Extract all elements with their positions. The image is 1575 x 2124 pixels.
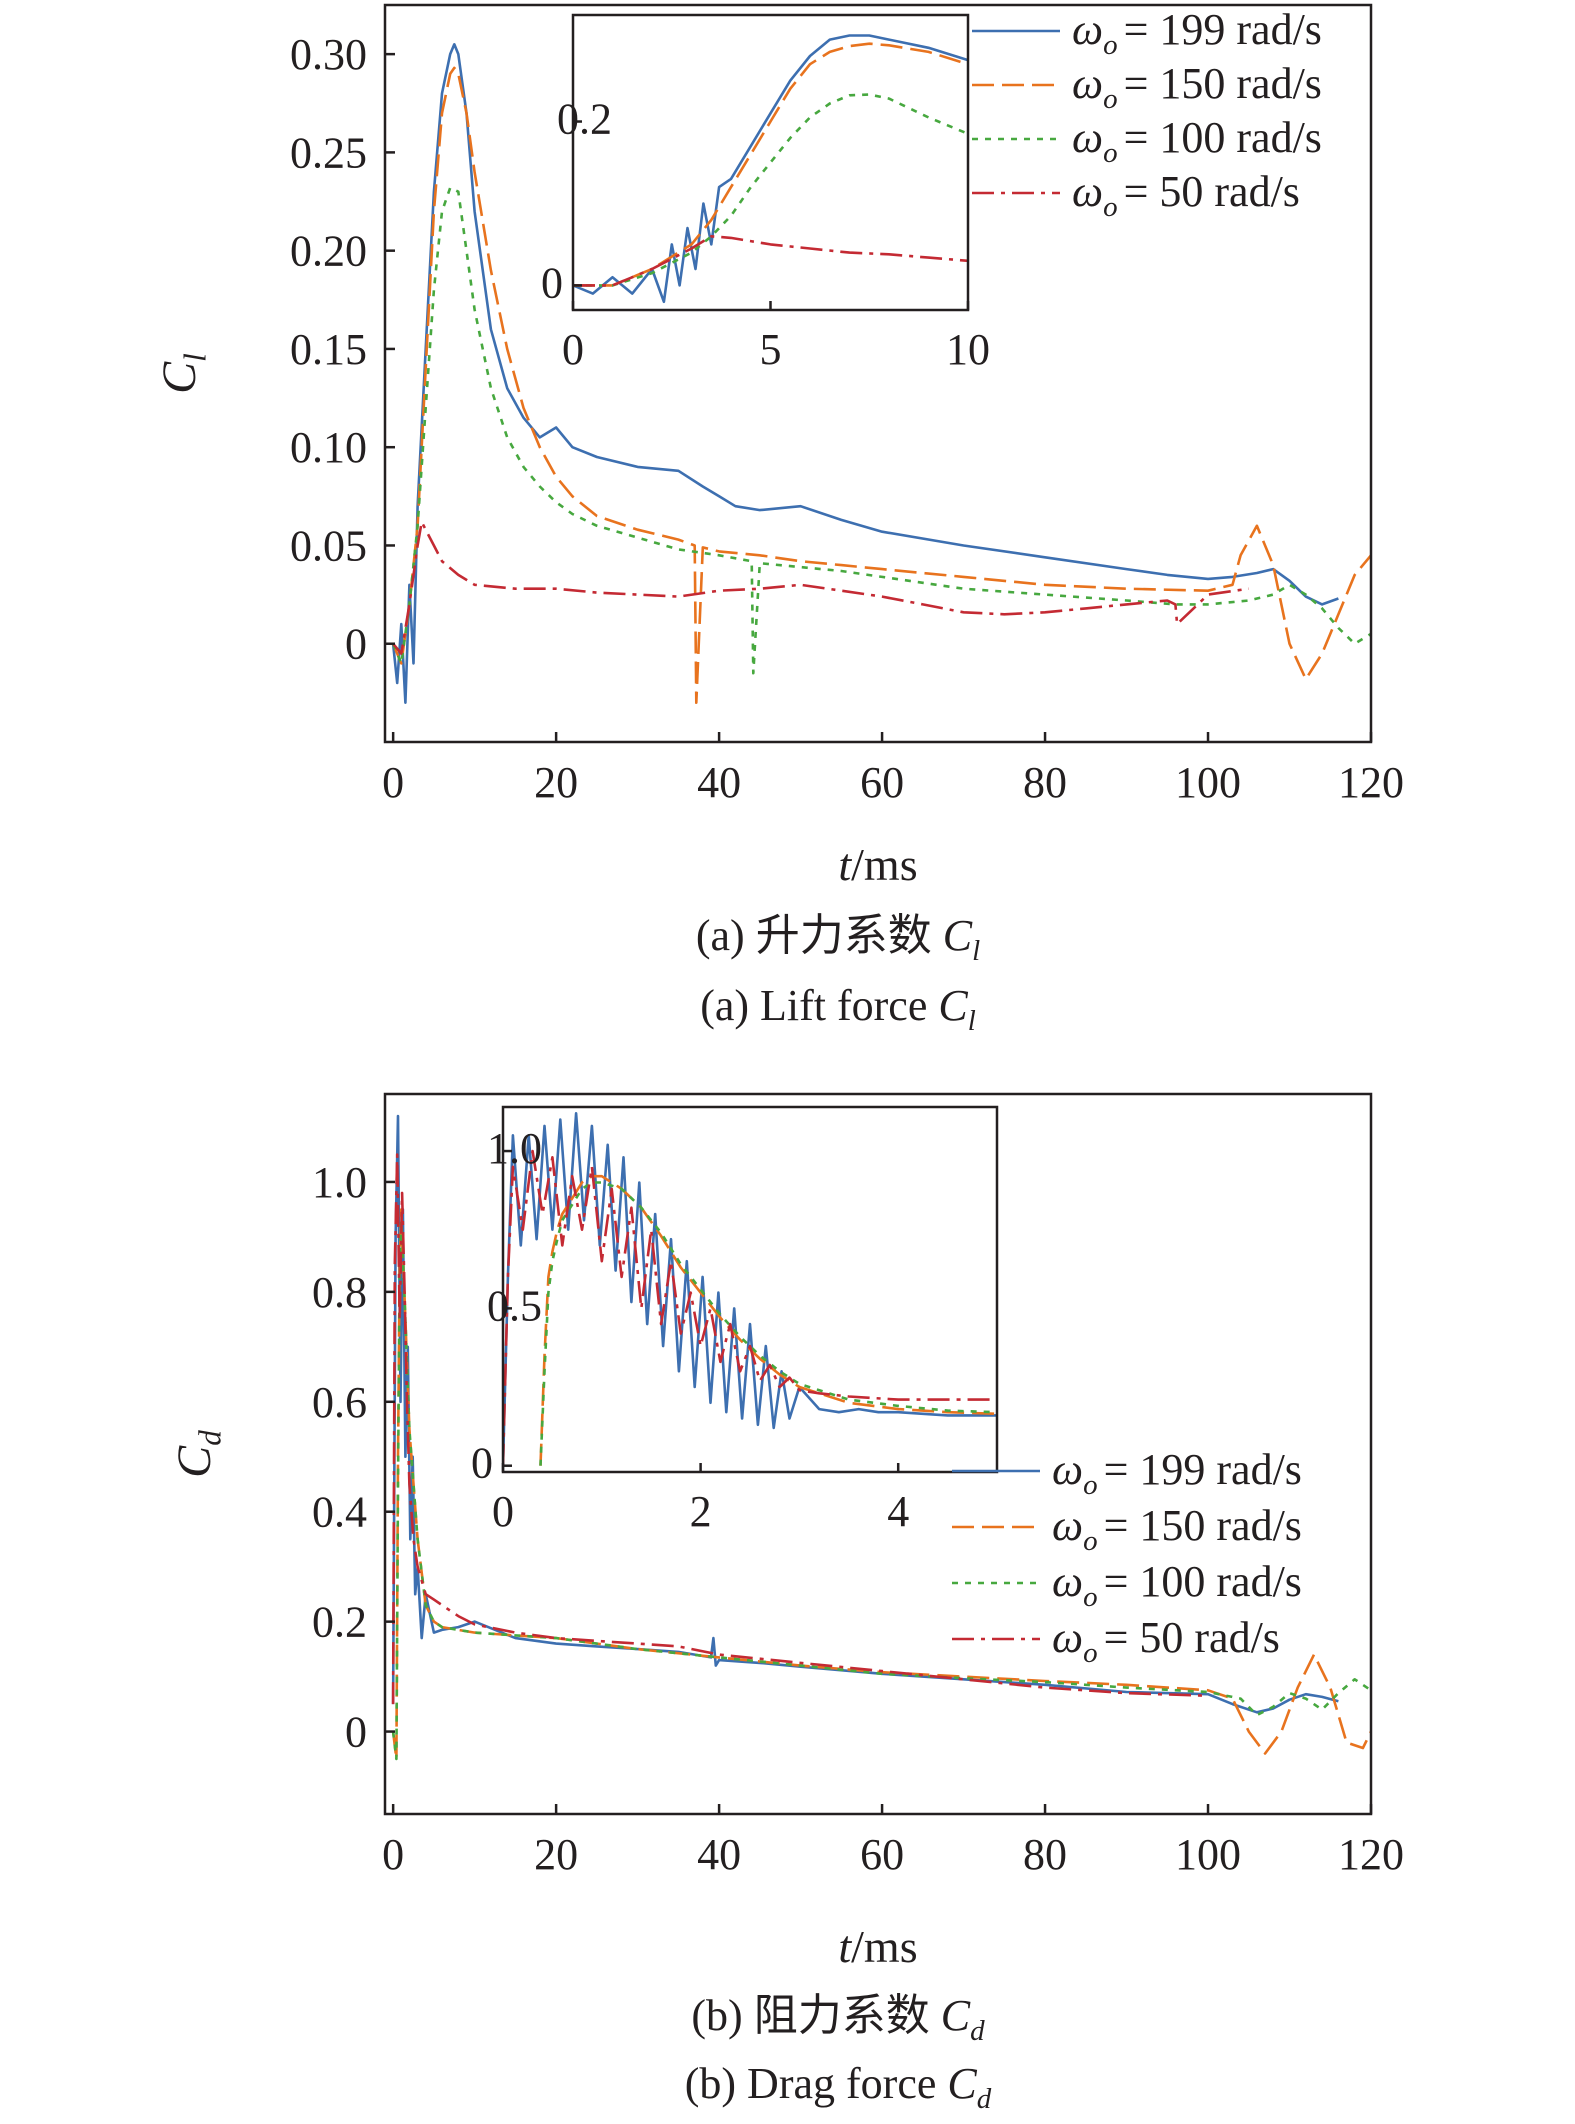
lift-y-tick-label: 0.15 — [290, 325, 367, 374]
drag-inset-x-tick-label: 4 — [887, 1487, 909, 1536]
drag-legend-label-omega_150: ωo = 150 rad/s — [1052, 1501, 1302, 1557]
lift-x-tick-label: 0 — [382, 758, 404, 807]
drag-inset-series-line-omega_199 — [503, 1112, 997, 1466]
drag-inset-y-tick-label: 0 — [471, 1439, 493, 1488]
drag-x-tick-label: 80 — [1023, 1830, 1067, 1879]
drag-inset-x-tick-label: 0 — [492, 1487, 514, 1536]
drag-y-tick-label: 0.2 — [312, 1598, 367, 1647]
lift-caption-en: (a) Lift force Cl — [700, 981, 976, 1037]
drag-y-tick-label: 0.6 — [312, 1378, 367, 1427]
lift-inset-y-tick-label: 0.2 — [557, 95, 612, 144]
lift-inset-series-line-omega_50 — [573, 235, 968, 287]
lift-x-tick-label: 60 — [860, 758, 904, 807]
drag-inset: 0 2 4 0 0.5 1.0 — [471, 1105, 999, 1536]
lift-x-tick-label: 120 — [1338, 758, 1404, 807]
lift-y-tick-label: 0.30 — [290, 30, 367, 79]
drag-x-tick-label: 120 — [1338, 1830, 1404, 1879]
lift-legend-label-omega_50: ωo = 50 rad/s — [1072, 167, 1300, 223]
lift-chart: 0 20 40 60 80 100 12000.050.100.150.200.250.30… — [153, 3, 1404, 1037]
lift-inset: 0 5 10 0 0.2 — [541, 13, 990, 374]
lift-legend: ωo = 199 rad/sωo = 150 rad/sωo = 100 rad/sω… — [972, 5, 1322, 223]
lift-inset-series-line-omega_150 — [573, 42, 968, 287]
drag-y-axis-label: Cd — [168, 1430, 228, 1478]
lift-inset-x-tick-label: 5 — [760, 325, 782, 374]
lift-x-tick-label: 80 — [1023, 758, 1067, 807]
lift-inset-background — [573, 15, 968, 310]
drag-y-tick-label: 0.8 — [312, 1268, 367, 1317]
drag-x-tick-label: 20 — [534, 1830, 578, 1879]
drag-x-tick-label: 0 — [382, 1830, 404, 1879]
lift-inset-x-tick-label: 10 — [946, 325, 990, 374]
lift-x-tick-label: 100 — [1175, 758, 1241, 807]
lift-x-axis-label: t/ms — [838, 839, 917, 890]
drag-legend-label-omega_50: ωo = 50 rad/s — [1052, 1613, 1280, 1669]
lift-y-tick-label: 0.25 — [290, 128, 367, 177]
drag-caption-en: (b) Drag force Cd — [685, 2059, 992, 2115]
drag-y-tick-label: 1.0 — [312, 1158, 367, 1207]
lift-y-tick-label: 0.10 — [290, 423, 367, 472]
drag-inset-x-tick-label: 2 — [690, 1487, 712, 1536]
drag-inset-series-line-omega_150 — [539, 1174, 997, 1466]
drag-inset-background — [503, 1107, 997, 1472]
lift-x-tick-label: 20 — [534, 758, 578, 807]
lift-legend-label-omega_100: ωo = 100 rad/s — [1072, 113, 1322, 169]
lift-series-line-omega_50 — [392, 520, 1249, 655]
lift-y-axis-label: Cl — [153, 353, 213, 394]
drag-x-tick-label: 40 — [697, 1830, 741, 1879]
drag-y-tick-label: 0 — [345, 1708, 367, 1757]
lift-x-tick-label: 40 — [697, 758, 741, 807]
lift-caption-cn: (a) 升力系数 Cl — [696, 911, 980, 967]
lift-inset-y-tick-label: 0 — [541, 258, 563, 307]
drag-plot-frame — [383, 1092, 1373, 1816]
drag-x-axis-label: t/ms — [838, 1921, 917, 1972]
lift-inset-x-tick-label: 0 — [562, 325, 584, 374]
drag-legend: ωo = 199 rad/sωo = 150 rad/sωo = 100 rad/sω… — [952, 1445, 1302, 1669]
lift-y-tick-label: 0.20 — [290, 227, 367, 276]
drag-caption-cn: (b) 阻力系数 Cd — [691, 1991, 985, 2047]
drag-inset-y-tick-label: 0.5 — [487, 1281, 542, 1330]
drag-inset-frame — [501, 1105, 999, 1474]
lift-legend-label-omega_199: ωo = 199 rad/s — [1072, 5, 1322, 61]
lift-y-tick-label: 0 — [345, 620, 367, 669]
lift-legend-label-omega_150: ωo = 150 rad/s — [1072, 59, 1322, 115]
drag-x-tick-label: 100 — [1175, 1830, 1241, 1879]
drag-x-tick-label: 60 — [860, 1830, 904, 1879]
lift-plot-frame — [383, 3, 1373, 744]
lift-inset-series-line-omega_100 — [573, 93, 968, 287]
drag-inset-series-line-omega_50 — [503, 1149, 997, 1466]
lift-y-tick-label: 0.05 — [290, 521, 367, 570]
lift-series-line-omega_150 — [391, 66, 1371, 705]
drag-legend-label-omega_100: ωo = 100 rad/s — [1052, 1557, 1302, 1613]
drag-inset-series-line-omega_100 — [539, 1181, 997, 1466]
drag-series-line-omega_50 — [391, 1153, 1209, 1705]
drag-y-tick-label: 0.4 — [312, 1488, 367, 1537]
drag-inset-y-tick-label: 1.0 — [487, 1124, 542, 1173]
drag-legend-label-omega_199: ωo = 199 rad/s — [1052, 1445, 1302, 1501]
drag-chart: 0 20 40 60 80 100 12000.20.40.60.81.0t/msCd(b)… — [168, 1092, 1404, 2115]
